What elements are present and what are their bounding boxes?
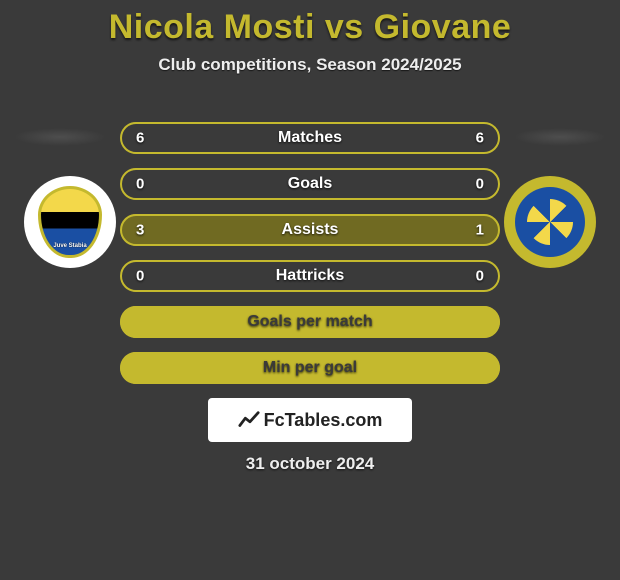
subtitle: Club competitions, Season 2024/2025: [0, 55, 620, 75]
badge-shadow-left: [14, 128, 106, 146]
stat-label: Min per goal: [263, 359, 357, 377]
stat-label: Matches: [278, 129, 342, 147]
stat-label: Hattricks: [276, 267, 344, 285]
stat-row-matches: 6 Matches 6: [120, 122, 500, 154]
club-crest-carrarese-icon: [515, 187, 585, 257]
stat-right-value: 0: [476, 176, 484, 193]
stat-row-hattricks: 0 Hattricks 0: [120, 260, 500, 292]
footer-brand-text: FcTables.com: [264, 410, 383, 431]
footer-date: 31 october 2024: [0, 454, 620, 474]
fctables-logo-icon: [238, 409, 260, 431]
stat-label: Assists: [282, 221, 339, 239]
club-crest-juve-stabia-icon: [38, 186, 102, 258]
stat-left-value: 3: [136, 222, 144, 239]
wheel-icon: [527, 199, 573, 245]
stat-label: Goals per match: [247, 313, 372, 331]
stat-right-value: 0: [476, 268, 484, 285]
stat-left-value: 0: [136, 268, 144, 285]
stat-row-goals-per-match: Goals per match: [120, 306, 500, 338]
stats-container: 6 Matches 6 0 Goals 0 3 Assists 1 0 Hatt…: [120, 122, 500, 398]
stat-row-goals: 0 Goals 0: [120, 168, 500, 200]
stat-row-min-per-goal: Min per goal: [120, 352, 500, 384]
stat-row-assists: 3 Assists 1: [120, 214, 500, 246]
stat-label: Goals: [288, 175, 332, 193]
stat-right-value: 6: [476, 130, 484, 147]
club-badge-right: [504, 176, 596, 268]
stat-left-value: 0: [136, 176, 144, 193]
page-title: Nicola Mosti vs Giovane: [0, 8, 620, 47]
badge-shadow-right: [514, 128, 606, 146]
stat-right-value: 1: [476, 222, 484, 239]
footer-brand[interactable]: FcTables.com: [208, 398, 412, 442]
stat-left-value: 6: [136, 130, 144, 147]
club-badge-left: [24, 176, 116, 268]
